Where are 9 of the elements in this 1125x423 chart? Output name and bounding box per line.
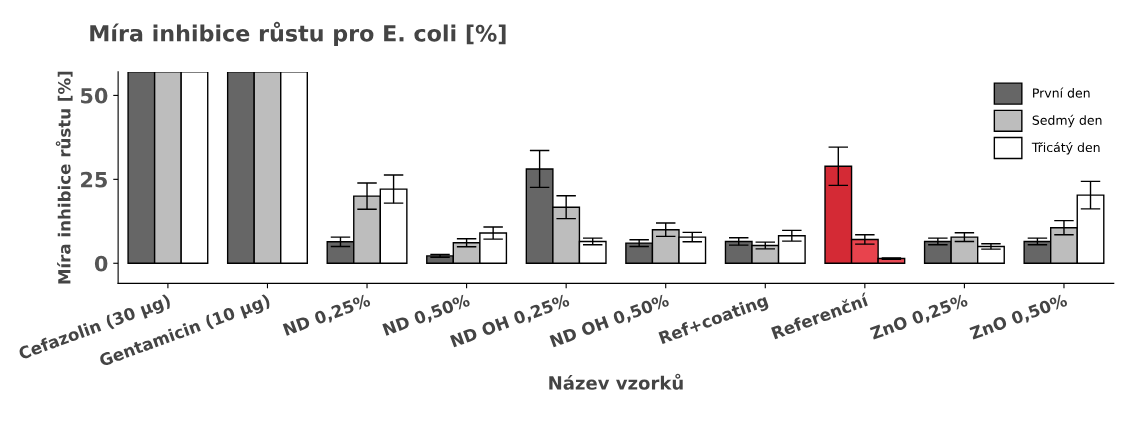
legend-label: První den bbox=[1033, 87, 1090, 98]
y-tick-label: 25 bbox=[81, 171, 107, 188]
legend-label: Třicátý den bbox=[1031, 141, 1100, 155]
x-axis-title: Název vzorků bbox=[549, 373, 683, 390]
legend-label: Sedmý den bbox=[1032, 114, 1102, 128]
y-axis-title: Míra inhibice růstu [%] bbox=[55, 71, 73, 284]
chart-title: Míra inhibice růstu pro E. coli [%] bbox=[90, 21, 506, 46]
y-tick-label: 50 bbox=[81, 87, 108, 104]
y-tick-label: 0 bbox=[94, 255, 108, 272]
